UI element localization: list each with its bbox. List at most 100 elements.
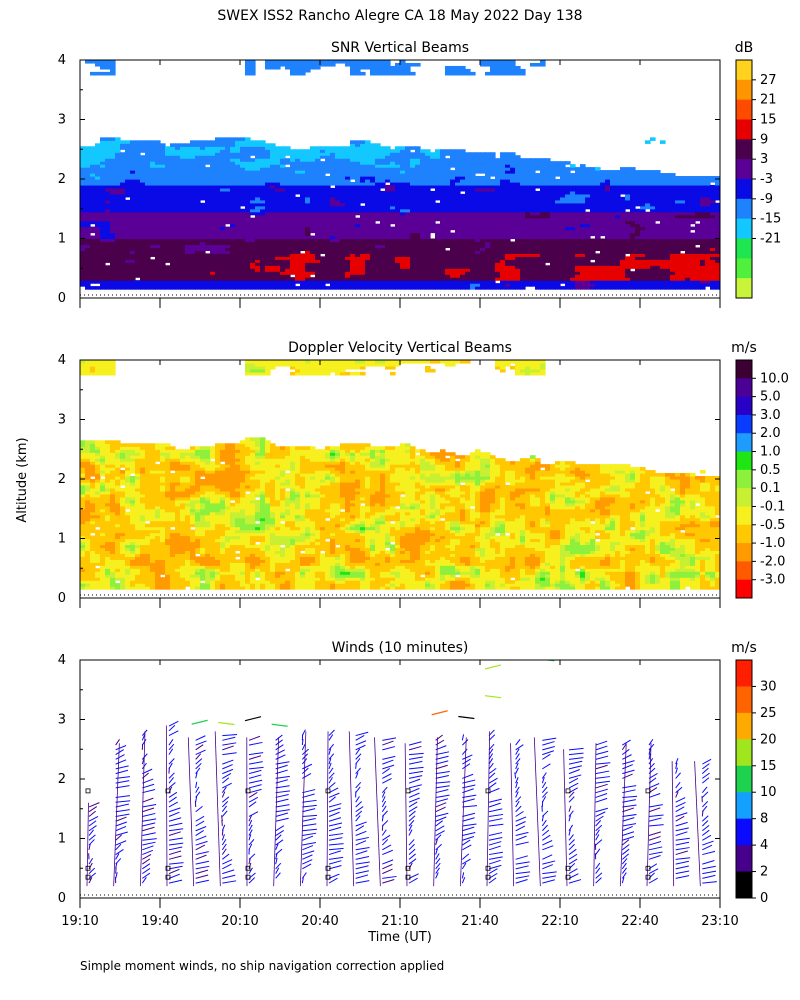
heatmap-cell <box>165 167 171 171</box>
heatmap-cell <box>425 235 431 240</box>
heatmap-cell <box>535 164 541 168</box>
heatmap-cell <box>330 152 336 156</box>
heatmap-cell <box>580 232 586 237</box>
heatmap-cell <box>170 161 176 165</box>
heatmap-cell <box>540 184 546 189</box>
heatmap-cell <box>160 220 166 225</box>
heatmap-cell <box>200 184 206 189</box>
heatmap-cell <box>110 241 116 246</box>
heatmap-cell <box>515 199 521 204</box>
heatmap-cell <box>505 259 511 263</box>
heatmap-cell <box>465 253 471 257</box>
heatmap-cell <box>485 280 491 284</box>
heatmap-cell <box>465 277 471 281</box>
heatmap-cell <box>260 238 266 243</box>
heatmap-cell <box>170 265 176 269</box>
heatmap-cell <box>320 229 326 234</box>
heatmap-cell <box>510 220 516 225</box>
heatmap-cell <box>355 262 361 266</box>
heatmap-cell <box>100 190 106 195</box>
heatmap-cell <box>535 235 541 240</box>
heatmap-cell <box>185 205 191 210</box>
heatmap-cell <box>405 199 411 204</box>
heatmap-cell <box>415 196 421 201</box>
heatmap-cell <box>450 223 456 228</box>
heatmap-cell <box>495 241 501 246</box>
heatmap-cell <box>340 262 346 266</box>
heatmap-cell <box>335 208 341 213</box>
heatmap-cell <box>450 253 456 257</box>
heatmap-cell <box>210 181 216 186</box>
heatmap-cell <box>335 167 341 171</box>
heatmap-cell <box>415 259 421 263</box>
heatmap-cell <box>480 277 486 281</box>
heatmap-cell <box>145 152 151 156</box>
heatmap-cell <box>375 62 381 67</box>
heatmap-cell <box>420 283 426 287</box>
heatmap-cell <box>560 253 566 257</box>
heatmap-cell <box>470 214 476 219</box>
heatmap-cell <box>295 62 301 67</box>
heatmap-cell <box>250 164 256 168</box>
heatmap-cell <box>405 259 411 263</box>
heatmap-cell <box>155 196 161 201</box>
heatmap-cell <box>370 167 376 171</box>
heatmap-cell <box>250 68 256 73</box>
heatmap-cell <box>435 262 441 266</box>
heatmap-cell <box>100 217 106 222</box>
heatmap-cell <box>390 196 396 201</box>
heatmap-cell <box>120 214 126 219</box>
heatmap-cell <box>225 146 231 150</box>
heatmap-cell <box>165 280 171 284</box>
heatmap-cell <box>325 238 331 243</box>
heatmap-cell <box>540 223 546 228</box>
heatmap-cell <box>320 214 326 219</box>
heatmap-cell <box>280 158 286 162</box>
heatmap-cell <box>165 181 171 186</box>
heatmap-cell <box>125 268 131 272</box>
heatmap-cell <box>385 202 391 207</box>
heatmap-cell <box>350 161 356 165</box>
heatmap-cell <box>485 158 491 162</box>
heatmap-cell <box>165 211 171 216</box>
heatmap-cell <box>525 247 531 251</box>
heatmap-cell <box>575 271 581 275</box>
heatmap-cell <box>550 196 556 201</box>
heatmap-cell <box>120 167 126 171</box>
heatmap-cell <box>455 274 461 278</box>
heatmap-cell <box>465 223 471 228</box>
heatmap-cell <box>265 190 271 195</box>
heatmap-cell <box>390 71 396 76</box>
heatmap-cell <box>395 268 401 272</box>
heatmap-cell <box>495 208 501 213</box>
heatmap-cell <box>230 247 236 251</box>
heatmap-cell <box>300 211 306 216</box>
heatmap-cell <box>230 176 236 180</box>
heatmap-cell <box>525 226 531 231</box>
heatmap-cell <box>420 158 426 162</box>
heatmap-cell <box>455 155 461 159</box>
heatmap-cell <box>380 283 386 287</box>
heatmap-cell <box>260 253 266 257</box>
heatmap-cell <box>240 235 246 240</box>
heatmap-cell <box>210 277 216 281</box>
heatmap-cell <box>280 184 286 189</box>
heatmap-cell <box>410 173 416 177</box>
heatmap-cell <box>250 274 256 278</box>
heatmap-cell <box>110 146 116 150</box>
heatmap-cell <box>195 167 201 171</box>
heatmap-cell <box>210 283 216 287</box>
heatmap-cell <box>95 256 101 260</box>
heatmap-cell <box>495 271 501 275</box>
heatmap-cell <box>205 208 211 213</box>
heatmap-cell <box>275 176 281 180</box>
heatmap-cell <box>565 196 571 201</box>
heatmap-cell <box>395 164 401 168</box>
heatmap-cell <box>230 152 236 156</box>
heatmap-cell <box>300 179 306 183</box>
heatmap-cell <box>380 214 386 219</box>
heatmap-cell <box>110 244 116 249</box>
heatmap-cell <box>510 68 516 73</box>
heatmap-cell <box>355 265 361 269</box>
heatmap-cell <box>135 208 141 213</box>
